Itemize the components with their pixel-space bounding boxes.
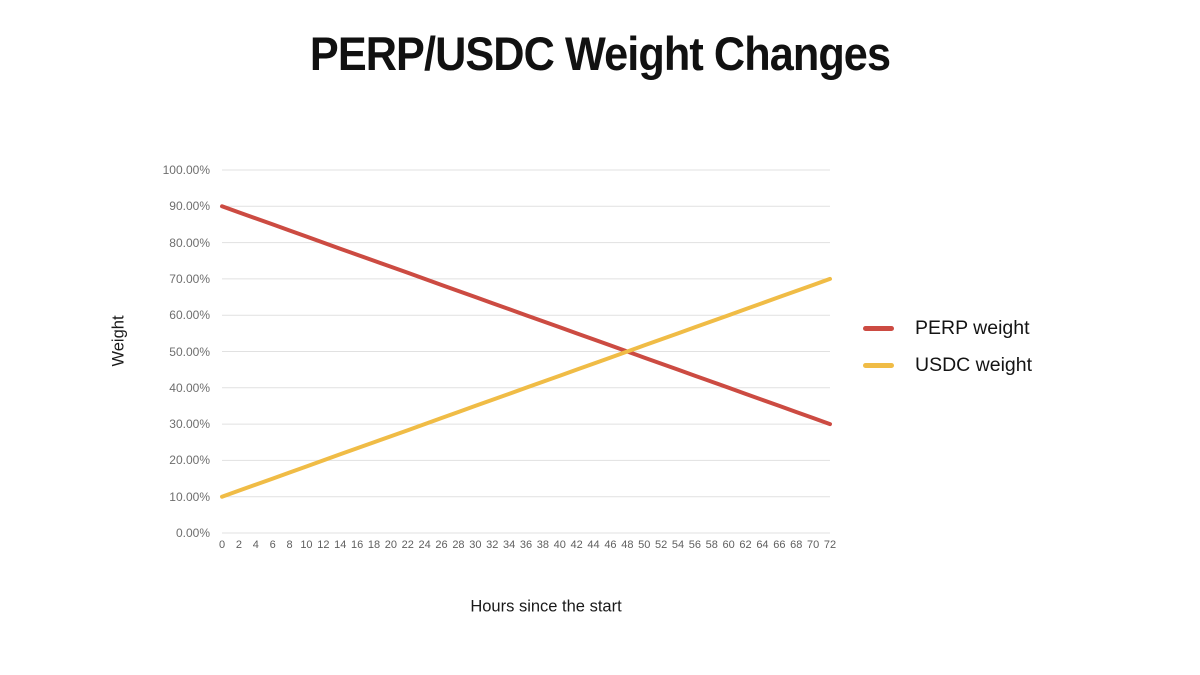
y-tick-label: 100.00%	[162, 163, 210, 177]
x-tick-label: 2	[235, 539, 242, 551]
x-tick-label: 64	[756, 539, 769, 551]
y-tick-label: 90.00%	[169, 199, 210, 214]
x-tick-label: 36	[519, 539, 533, 551]
x-tick-label: 12	[317, 539, 330, 551]
legend-label-perp: PERP weight	[915, 317, 1030, 339]
x-tick-label: 68	[790, 539, 803, 551]
x-tick-label: 4	[252, 539, 259, 551]
x-tick-label: 14	[334, 539, 347, 551]
x-tick-label: 10	[300, 539, 313, 551]
y-tick-label: 0.00%	[175, 526, 210, 540]
x-tick-label: 70	[806, 539, 820, 551]
x-tick-label: 40	[553, 539, 566, 551]
legend-label-usdc: USDC weight	[915, 354, 1033, 376]
x-axis-label: Hours since the start	[470, 597, 622, 616]
x-tick-label: 28	[452, 539, 465, 551]
x-tick-label: 22	[401, 539, 414, 551]
x-tick-label: 0	[218, 539, 226, 551]
x-tick-label: 58	[705, 539, 718, 551]
chart-title: PERP/USDC Weight Changes	[309, 27, 891, 80]
x-tick-label: 48	[621, 539, 634, 551]
x-tick-label: 6	[269, 539, 276, 551]
legend-swatch-usdc	[863, 363, 894, 368]
x-tick-label: 72	[823, 539, 837, 551]
x-tick-label: 56	[688, 539, 701, 551]
legend-item-perp: PERP weight	[863, 317, 1032, 340]
x-tick-label: 54	[671, 539, 685, 551]
x-tick-label: 26	[435, 539, 448, 551]
x-tick-label: 16	[350, 539, 364, 551]
series-line-usdc	[220, 276, 832, 499]
legend-swatch-perp	[863, 326, 894, 331]
x-tick-label: 24	[418, 539, 431, 551]
y-tick-label: 10.00%	[169, 489, 210, 504]
x-tick-label: 20	[384, 539, 397, 551]
y-tick-label: 70.00%	[169, 271, 210, 286]
x-tick-label: 66	[773, 539, 786, 551]
x-tick-label: 46	[604, 539, 617, 551]
x-tick-label: 38	[536, 539, 549, 551]
y-tick-label: 40.00%	[169, 380, 210, 395]
series-line-perp	[220, 204, 832, 427]
y-tick-label: 50.00%	[169, 344, 210, 359]
legend-item-usdc: USDC weight	[863, 354, 1032, 377]
x-tick-label: 50	[638, 539, 651, 551]
x-tick-label: 52	[654, 539, 668, 551]
legend: PERP weight USDC weight	[863, 317, 1032, 377]
y-tick-label: 20.00%	[169, 453, 210, 468]
y-tick-label: 60.00%	[169, 308, 210, 323]
x-tick-label: 34	[502, 539, 516, 551]
x-tick-label: 32	[486, 539, 499, 551]
x-tick-label: 8	[286, 539, 293, 551]
x-tick-label: 30	[469, 539, 482, 551]
x-tick-label: 62	[739, 539, 752, 551]
x-tick-label: 42	[570, 539, 583, 551]
x-tick-label: 44	[587, 539, 600, 551]
x-tick-label: 60	[722, 539, 735, 551]
x-tick-label: 18	[367, 539, 381, 551]
y-tick-label: 80.00%	[169, 235, 210, 250]
y-tick-label: 30.00%	[169, 417, 210, 432]
